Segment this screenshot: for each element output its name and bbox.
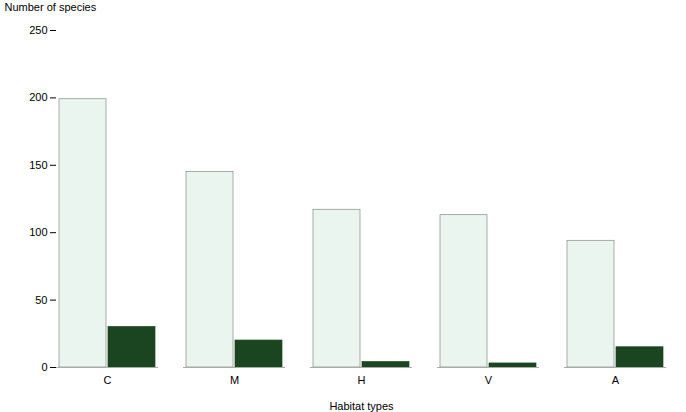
- svg-text:100: 100: [29, 226, 47, 238]
- svg-text:50: 50: [35, 294, 47, 306]
- svg-text:0: 0: [41, 361, 47, 373]
- svg-text:C: C: [104, 374, 112, 386]
- svg-text:V: V: [485, 374, 493, 386]
- svg-text:200: 200: [29, 91, 47, 103]
- svg-text:Habitat types: Habitat types: [329, 400, 394, 412]
- svg-text:M: M: [230, 374, 239, 386]
- svg-text:H: H: [358, 374, 366, 386]
- svg-text:250: 250: [29, 24, 47, 36]
- svg-text:Number of species: Number of species: [5, 1, 97, 13]
- svg-text:150: 150: [29, 159, 47, 171]
- svg-text:A: A: [612, 374, 620, 386]
